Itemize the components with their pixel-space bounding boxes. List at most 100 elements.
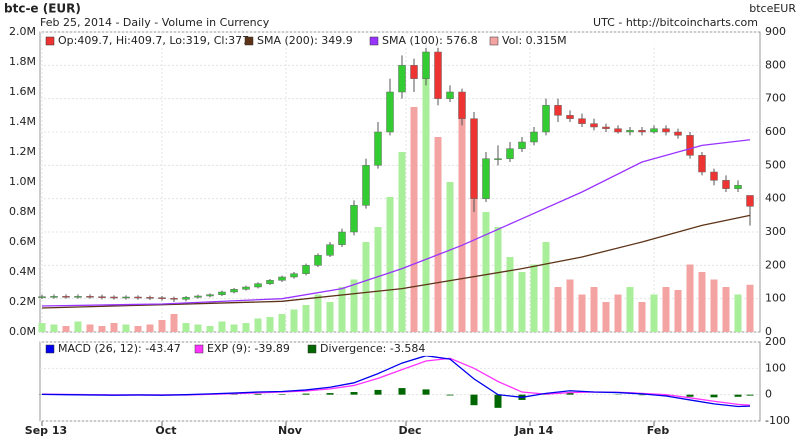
candle-body [711,172,718,180]
legend-swatch [46,345,54,353]
candle-body [111,297,118,298]
y-tick-label: 1.0M [9,175,36,188]
volume-bar [747,285,754,332]
y2-tick-label: 100 [765,292,786,305]
candle-body [279,277,286,280]
volume-bar [279,314,286,332]
y-tick-label: 2.0M [9,25,36,38]
volume-bar [39,323,46,332]
volume-bar [183,323,190,332]
candle-body [255,284,262,287]
candle-body [459,92,466,119]
candle-body [87,296,94,297]
volume-bar [735,395,742,397]
volume-bar [723,287,730,332]
volume-bar [711,395,718,398]
volume-bar [483,212,490,332]
y2-tick-label: -100 [765,414,790,427]
candle-body [555,105,562,115]
volume-bar [207,326,214,332]
legend-swatch [245,37,253,45]
x-tick-label: Oct [155,424,176,437]
volume-bar [567,280,574,333]
volume-bar [495,227,502,332]
volume-bar [471,197,478,332]
volume-bar [555,287,562,332]
volume-bar [459,107,466,332]
x-tick-label: Nov [278,424,303,437]
y-tick-label: 1.6M [9,85,36,98]
candle-body [627,130,634,132]
candle-body [39,297,46,298]
volume-bar [639,302,646,332]
volume-bar [171,314,178,332]
candle-body [471,119,478,199]
legend-swatch [490,37,498,45]
volume-bar [627,287,634,332]
candle-body [315,255,322,265]
volume-bar [519,272,526,332]
candle-body [543,105,550,132]
candle-body [687,135,694,155]
y2-tick-label: 500 [765,158,786,171]
y-tick-label: 1.8M [9,55,36,68]
candle-body [135,297,142,298]
legend-label: Vol: 0.315M [502,34,567,47]
volume-bar [351,392,358,395]
candle-body [411,65,418,78]
volume-bar [279,394,286,395]
volume-bar [447,395,454,396]
candle-body [99,297,106,298]
volume-bar [651,295,658,333]
x-tick-label: Dec [398,424,421,437]
volume-bar [711,280,718,333]
candle-body [591,124,598,127]
volume-bar [375,227,382,332]
volume-bar [471,395,478,406]
chart-title: btc-e (EUR) [4,2,81,16]
volume-bar [687,395,694,397]
volume-bar [675,290,682,332]
candle-body [51,296,58,297]
y-tick-label: 0.4M [9,265,36,278]
y2-tick-label: 900 [765,25,786,38]
candle-body [495,159,502,160]
volume-bar [87,325,94,333]
volume-bar [423,62,430,332]
candle-body [651,129,658,132]
candle-body [507,149,514,159]
legend-label: Op:409.7, Hi:409.7, Lo:319, Cl:377 [58,34,249,47]
volume-bar [99,326,106,332]
candle-body [159,298,166,299]
candle-body [579,119,586,124]
candle-body [303,265,310,273]
volume-bar [639,395,646,396]
candle-body [327,245,334,256]
volume-bar [195,325,202,333]
candle-body [723,180,730,188]
source: UTC - http://bitcoincharts.com [593,16,758,29]
volume-bar [135,326,142,332]
chart-subtitle: Feb 25, 2014 - Daily - Volume in Currenc… [40,16,270,29]
volume-bar [243,323,250,332]
candle-body [603,127,610,129]
legend-label: SMA (200): 349.9 [257,34,353,47]
y2-tick-label: 0 [765,388,772,401]
y2-tick-label: 300 [765,225,786,238]
x-tick-label: Jan 14 [514,424,554,437]
candle-body [567,115,574,118]
candle-body [531,132,538,142]
volume-bar [699,272,706,332]
y-tick-label: 1.2M [9,145,36,158]
volume-bar [327,393,334,395]
candle-body [675,132,682,135]
volume-bar [351,280,358,333]
candle-body [519,142,526,149]
volume-bar [735,295,742,333]
volume-bar [543,242,550,332]
y2-tick-label: 200 [765,258,786,271]
y2-tick-label: 400 [765,192,786,205]
candle-body [615,129,622,132]
